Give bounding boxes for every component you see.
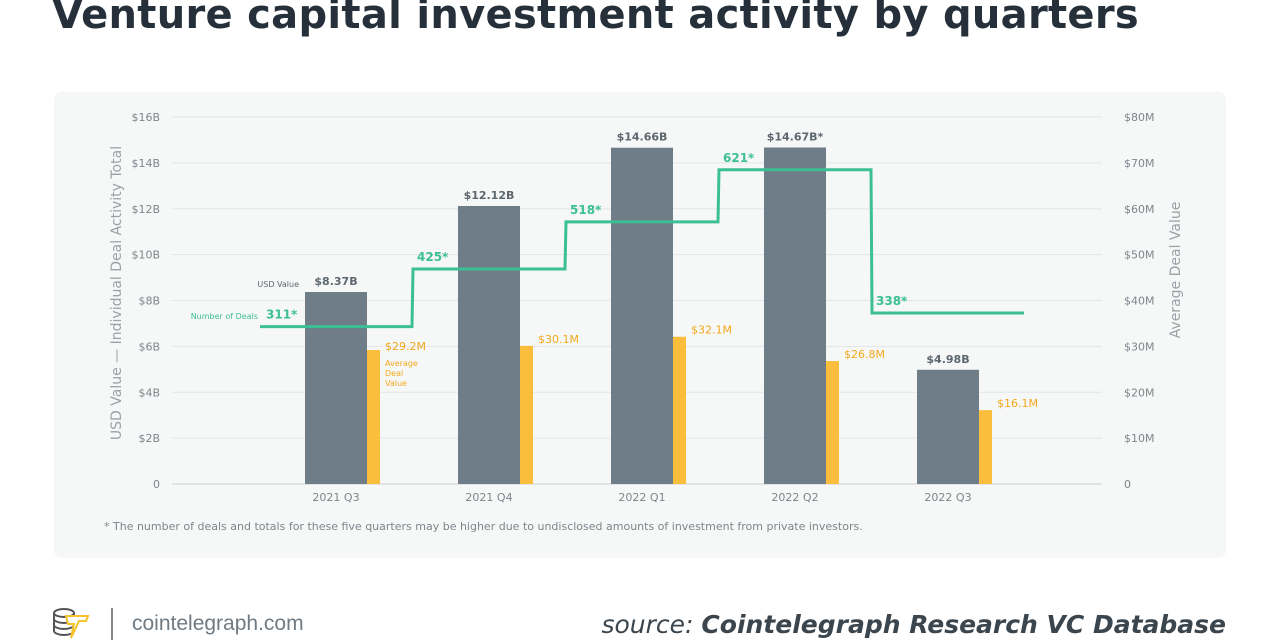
left-tick-label: 0 [153, 478, 160, 491]
usd-value-label: $14.66B [617, 131, 668, 144]
page-title: Venture capital investment activity by q… [52, 0, 1139, 38]
usd-value-bar [458, 205, 520, 484]
deals-label: 621* [723, 151, 755, 165]
category-label: 2022 Q3 [924, 491, 971, 504]
avg-deal-label: $16.1M [997, 397, 1038, 410]
avg-deal-bar [367, 350, 380, 484]
footer-divider [111, 608, 113, 640]
avg-deal-label: $32.1M [691, 324, 732, 337]
usd-value-label: $14.67B* [767, 131, 824, 144]
left-tick-label: $6B [138, 340, 160, 353]
usd-value-bar [917, 369, 979, 484]
right-tick-label: $60M [1124, 203, 1155, 216]
deals-annotation: Number of Deals [191, 312, 258, 321]
source-prefix: source: [601, 610, 694, 639]
right-tick-label: 0 [1124, 478, 1131, 491]
category-label: 2021 Q4 [465, 491, 512, 504]
left-tick-label: $12B [131, 203, 160, 216]
deals-label: 311* [266, 308, 298, 322]
usd-value-bar [764, 147, 826, 484]
avg-deal-bar [979, 410, 992, 484]
category-label: 2022 Q1 [618, 491, 665, 504]
avg-deal-label: $29.2M [385, 340, 426, 353]
left-tick-label: $10B [131, 249, 160, 262]
left-tick-label: $16B [131, 111, 160, 124]
avg-deal-bar [826, 361, 839, 484]
avg-deal-label: $30.1M [538, 333, 579, 346]
right-tick-label: $10M [1124, 432, 1155, 445]
footnote: * The number of deals and totals for the… [104, 520, 863, 533]
source-name: Cointelegraph Research VC Database [701, 610, 1226, 639]
avg-annotation: Value [385, 379, 407, 388]
deals-label: 338* [876, 294, 908, 308]
usd-value-label: $12.12B [464, 189, 515, 202]
site-name: cointelegraph.com [132, 612, 304, 635]
left-tick-label: $4B [138, 386, 160, 399]
avg-annotation: Deal [385, 369, 403, 378]
right-tick-label: $70M [1124, 157, 1155, 170]
avg-deal-label: $26.8M [844, 348, 885, 361]
usd-value-label: $8.37B [314, 275, 357, 288]
left-tick-label: $8B [138, 295, 160, 308]
right-axis-label: Average Deal Value [1168, 202, 1184, 339]
avg-deal-bar [673, 336, 686, 484]
left-tick-label: $14B [131, 157, 160, 170]
left-tick-label: $2B [138, 432, 160, 445]
deals-label: 425* [417, 250, 449, 264]
deals-step-line [260, 168, 1024, 329]
usd-value-bar [611, 147, 673, 484]
avg-annotation: Average [385, 359, 418, 368]
right-tick-label: $80M [1124, 111, 1155, 124]
right-tick-label: $20M [1124, 386, 1155, 399]
category-label: 2022 Q2 [771, 491, 818, 504]
right-tick-label: $40M [1124, 295, 1155, 308]
source-credit: source: Cointelegraph Research VC Databa… [601, 610, 1226, 639]
usd-value-label: $4.98B [926, 353, 969, 366]
left-axis-label: USD Value — Individual Deal Activity Tot… [109, 146, 125, 440]
usd-value-annotation: USD Value [257, 280, 299, 289]
category-label: 2021 Q3 [312, 491, 359, 504]
right-tick-label: $50M [1124, 249, 1155, 262]
right-tick-label: $30M [1124, 340, 1155, 353]
usd-value-bar [305, 292, 367, 484]
avg-deal-bar [520, 345, 533, 484]
deals-label: 518* [570, 203, 602, 217]
